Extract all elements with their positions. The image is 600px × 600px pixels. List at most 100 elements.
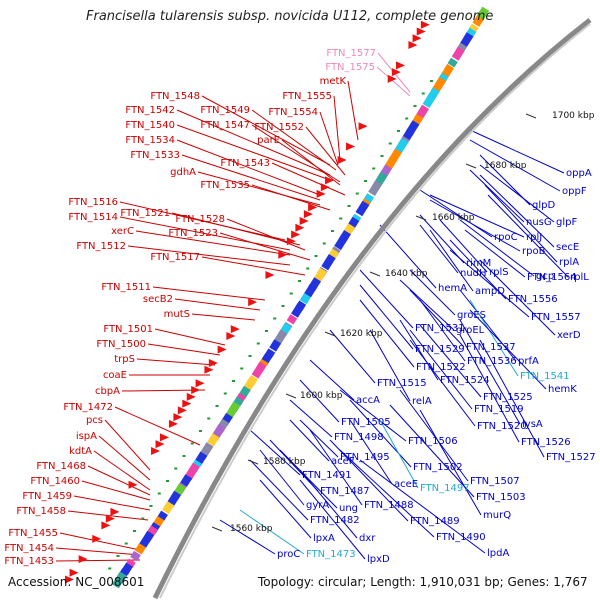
leader-line-ftn-1540 — [176, 124, 331, 181]
leader-line-ftn-1536 — [419, 299, 466, 362]
topology-text: Topology: circular; Length: 1,910,031 bp… — [258, 575, 588, 589]
gene-label-ftn-1533: FTN_1533 — [130, 150, 180, 161]
leader-line-ftn-1495 — [299, 419, 339, 458]
minus-strand-arrow — [248, 298, 258, 307]
tick-label-1680-kbp: 1680 kbp — [484, 161, 527, 171]
leader-line-ftn-1501 — [154, 328, 226, 346]
minus-strand-arrow — [346, 142, 356, 151]
gene-block — [443, 63, 455, 75]
leader-line-gyra — [259, 449, 305, 506]
gene-block — [162, 501, 175, 514]
gene-label-ftn-1521: FTN_1521 — [120, 208, 170, 219]
gene-label-groel: groEL — [456, 325, 485, 336]
leader-line-ftn-1491 — [249, 429, 301, 476]
gene-label-lpxa: lpxA — [313, 533, 335, 544]
gene-label-kdta: kdtA — [69, 446, 92, 457]
gene-block — [184, 462, 200, 481]
leader-line-oppa — [469, 129, 565, 174]
gene-block — [447, 57, 458, 68]
gene-label-ftn-1495: FTN_1495 — [340, 452, 390, 463]
leader-line-acca — [309, 359, 355, 401]
minus-strand-arrow — [416, 27, 426, 36]
gene-label-ftn-1556: FTN_1556 — [508, 294, 558, 305]
leader-line-ung — [279, 449, 338, 509]
leader-line-ftn-1519 — [409, 329, 473, 410]
gene-label-ftn-1529: FTN_1529 — [415, 344, 465, 355]
minus-strand-arrow — [308, 203, 318, 212]
minus-strand-arrow — [278, 250, 288, 259]
minus-strand-arrow — [128, 480, 138, 489]
gene-label-nudh: nudH — [460, 268, 487, 279]
gene-label-ftn-1514: FTN_1514 — [68, 212, 118, 223]
gene-feature-blocks — [64, 6, 490, 589]
tick-label-1700-kbp: 1700 kbp — [552, 111, 595, 121]
left-label-leaders — [55, 52, 411, 562]
gene-label-ftn-1524: FTN_1524 — [440, 375, 490, 386]
genome-backbone-shadow — [159, 23, 591, 599]
leader-line-ftn-1515 — [329, 329, 376, 384]
leader-line-ftn-1490 — [339, 449, 435, 538]
gene-label-ftn-1554: FTN_1554 — [268, 107, 318, 118]
scale-dot — [413, 105, 417, 107]
gene-label-muts: mutS — [164, 309, 190, 320]
scale-dot — [273, 317, 277, 320]
leader-line-ftn-1525 — [419, 324, 482, 398]
leader-line-ftn-1522 — [359, 299, 415, 368]
leader-line-ftn-1482 — [249, 459, 309, 521]
gene-label-ftn-1557: FTN_1557 — [531, 312, 581, 323]
leader-line-ftn-1458 — [67, 510, 149, 521]
leader-line-rpll — [487, 194, 569, 278]
gene-label-rpls: rplS — [489, 267, 509, 278]
leader-line-ftn-1535 — [251, 184, 331, 211]
gene-label-ftn-1528: FTN_1528 — [175, 214, 225, 225]
scale-dot — [248, 355, 252, 357]
leader-line-ftn-1534 — [176, 139, 321, 196]
gene-label-gdha: gdhA — [170, 167, 196, 178]
gene-block — [134, 543, 146, 555]
minus-strand-arrow — [208, 359, 218, 367]
gene-label-prfa: prfA — [518, 356, 539, 367]
gene-label-ftn-1577: FTN_1577 — [326, 48, 376, 59]
leader-line-ftn-1575 — [376, 66, 411, 97]
gene-label-ftn-1487: FTN_1487 — [320, 486, 370, 497]
leader-line-nusg — [469, 169, 525, 223]
gene-block — [304, 284, 317, 298]
gene-label-lysa: lysA — [522, 419, 543, 430]
leader-line-acef — [289, 419, 330, 462]
scale-dot — [215, 405, 219, 407]
scale-dot — [256, 342, 260, 345]
scale-dot — [182, 455, 186, 457]
map-title: Francisella tularensis subsp. novicida U… — [86, 9, 494, 24]
gene-label-ftn-1519: FTN_1519 — [474, 404, 524, 415]
leader-line-ftn-1529 — [359, 284, 414, 350]
gene-label-glpd: glpD — [532, 200, 555, 211]
gene-label-hemk: hemK — [548, 384, 577, 395]
gene-block — [476, 6, 490, 21]
leader-line-nudh — [419, 224, 459, 274]
leader-line-ftn-1517 — [201, 256, 306, 276]
scale-dot — [232, 380, 235, 382]
leader-line-rplj — [429, 194, 525, 238]
minus-strand-arrow — [230, 325, 240, 334]
leader-line-lpda — [359, 459, 486, 554]
scale-dot — [166, 480, 169, 482]
minus-strand-arrow — [155, 440, 165, 449]
scale-dot — [190, 442, 194, 445]
gene-label-secb2: secB2 — [143, 294, 173, 305]
gene-label-pcs: pcs — [86, 415, 103, 426]
leader-line-rpla — [484, 184, 558, 263]
gene-block — [334, 233, 349, 251]
leader-line-ftn-1555 — [333, 95, 341, 161]
leader-line-ftn-1531 — [359, 269, 414, 329]
gene-label-rimm: rimM — [466, 258, 491, 269]
leader-line-murq — [419, 409, 482, 516]
gene-label-ftn-1542: FTN_1542 — [125, 105, 175, 116]
genome-backbone — [152, 18, 592, 600]
leader-line-xerd — [479, 259, 556, 336]
leader-line-ftn-1503 — [389, 404, 475, 498]
scale-dot — [314, 255, 318, 257]
tick-mark-1700-kbp — [525, 113, 537, 119]
gene-block — [130, 550, 141, 562]
gene-block — [139, 530, 155, 548]
leader-line-ftn-1511 — [152, 286, 266, 301]
